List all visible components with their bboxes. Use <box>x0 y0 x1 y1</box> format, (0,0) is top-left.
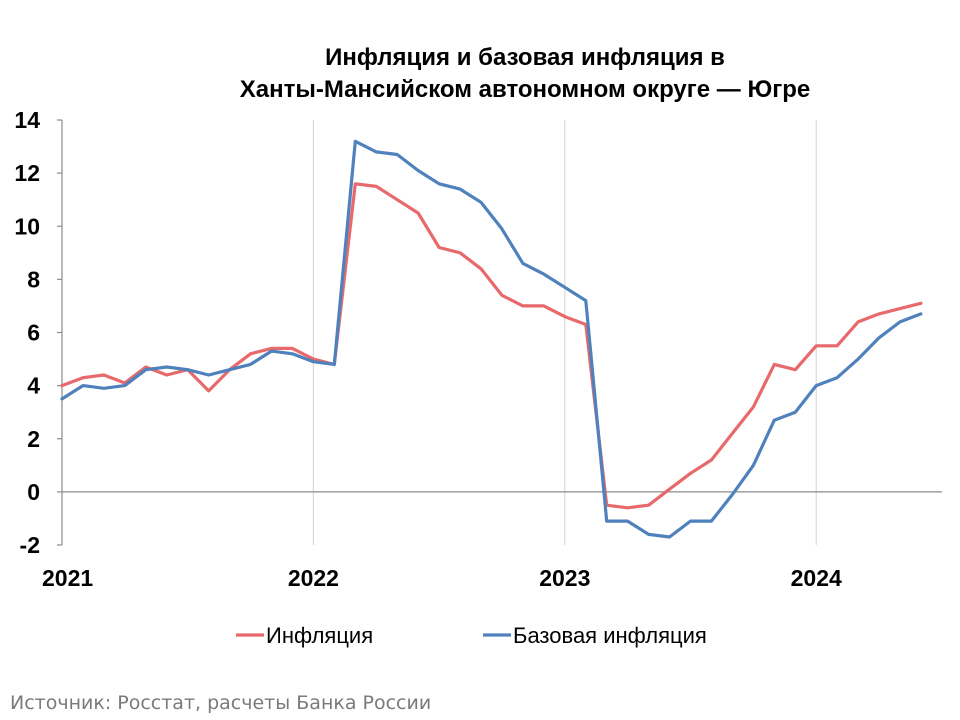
series-layer <box>60 139 923 539</box>
legend-label: Инфляция <box>266 623 373 648</box>
legend-label: Базовая инфляция <box>513 623 707 648</box>
x-tick-label: 2024 <box>791 565 842 591</box>
y-tick-label: 6 <box>27 320 40 346</box>
x-tick-label: 2022 <box>288 565 339 591</box>
chart-title-line-1: Инфляция и базовая инфляция в <box>325 44 725 71</box>
y-tick-label: 10 <box>14 213 40 239</box>
y-tick-label: 8 <box>27 266 40 292</box>
y-tick-label: 2 <box>27 426 40 452</box>
x-tick-label: 2021 <box>42 565 93 591</box>
y-tick-label: 12 <box>14 160 40 186</box>
chart-title-line-2: Ханты-Мансийском автономном округе — Югр… <box>239 76 811 103</box>
chart-title: Инфляция и базовая инфляция в Ханты-Манс… <box>0 42 960 106</box>
tick-label-layer: 2021 2022 2023 2024 -2 0 2 4 6 8 10 12 14 <box>14 107 842 591</box>
source-note: Источник: Росстат, расчеты Банка России <box>10 692 432 714</box>
series-line-inflation <box>60 182 923 510</box>
axis-layer <box>57 119 942 546</box>
legend: Инфляция Базовая инфляция <box>236 623 707 648</box>
y-tick-label: 14 <box>14 107 40 133</box>
y-tick-label: -2 <box>20 532 40 558</box>
grid-layer <box>312 120 817 545</box>
x-tick-label: 2023 <box>539 565 590 591</box>
series-line-core-inflation <box>60 139 923 539</box>
y-tick-label: 0 <box>27 479 40 505</box>
y-tick-label: 4 <box>27 373 40 399</box>
